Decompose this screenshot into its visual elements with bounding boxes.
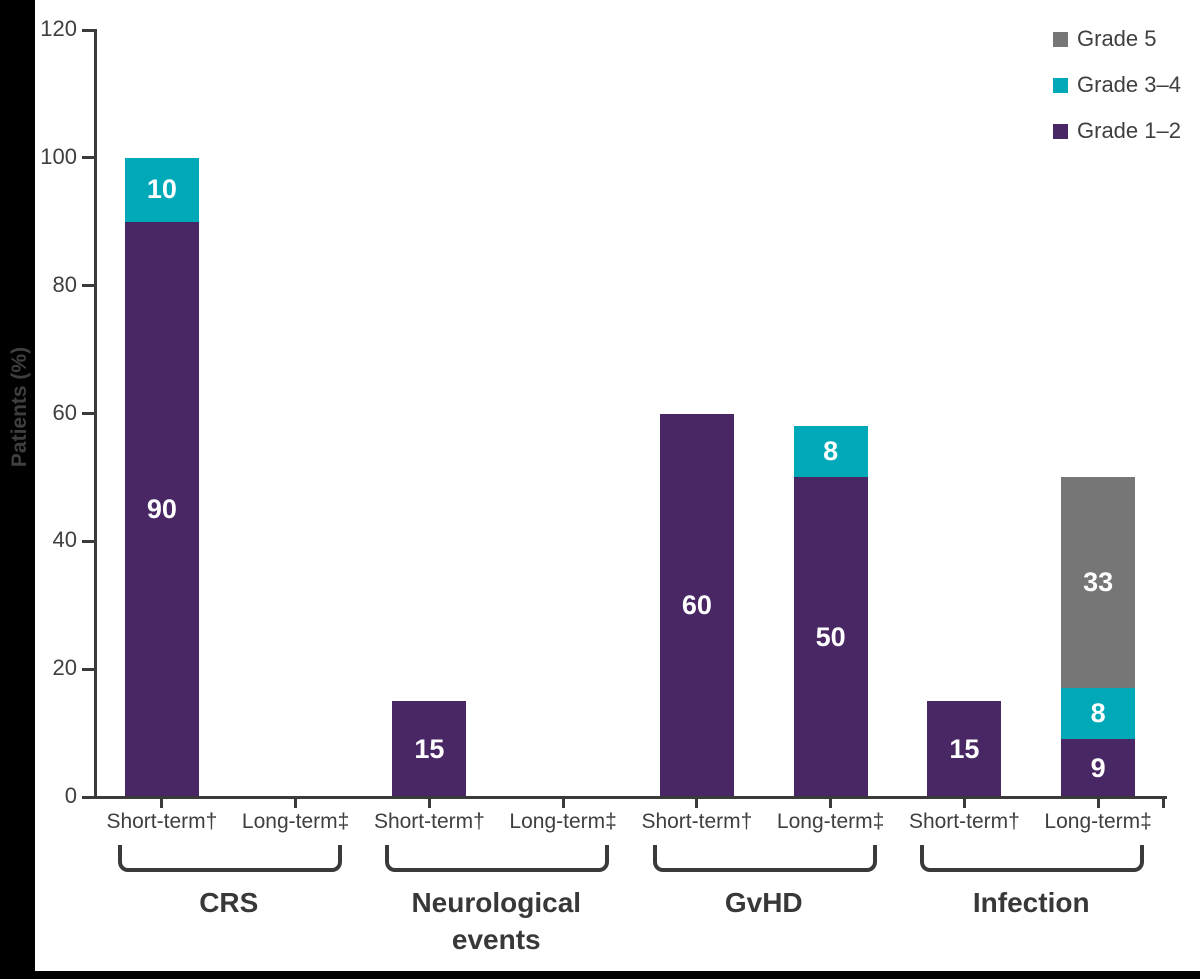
- legend-swatch-icon: [1053, 123, 1068, 139]
- x-axis-tick: [160, 797, 164, 808]
- x-tick-label: Long-term‡: [776, 810, 885, 833]
- y-axis-tick: [81, 284, 94, 288]
- legend-label: Grade 5: [1077, 26, 1157, 51]
- y-axis-tick: [81, 795, 94, 799]
- x-axis-tick: [1096, 797, 1100, 808]
- y-tick-label: 60: [52, 399, 77, 425]
- x-axis-tick: [962, 797, 966, 808]
- bar-segment-g12: 15: [927, 701, 1002, 797]
- y-tick-label: 40: [52, 527, 77, 553]
- bar-value-label: 15: [414, 733, 445, 764]
- bar-segment-g34: 8: [793, 426, 868, 478]
- x-tick-label: Long-term‡: [509, 810, 617, 833]
- legend-swatch-icon: [1053, 77, 1068, 93]
- bar-segment-g34: 8: [1061, 688, 1136, 740]
- y-tick-label: 100: [40, 143, 77, 169]
- x-tick-label: Long-term‡: [241, 810, 350, 833]
- x-axis-end-tick: [1162, 797, 1165, 808]
- group-label: GvHD: [724, 887, 803, 918]
- y-axis-title: Patients (%): [8, 346, 31, 468]
- bar-value-label: 9: [1090, 752, 1106, 783]
- legend-item: Grade 1–2: [1053, 118, 1181, 143]
- legend: Grade 5 Grade 3–4 Grade 1–2: [1053, 26, 1181, 165]
- group-bracket: [385, 845, 610, 872]
- x-axis-tick: [829, 797, 833, 808]
- x-axis-tick: [294, 797, 298, 808]
- x-tick-label: Short-term†: [641, 810, 753, 833]
- group-label: Infection: [972, 887, 1090, 918]
- y-axis-tick: [81, 156, 94, 160]
- x-axis-tick: [561, 797, 565, 808]
- chart-canvas: Grade 5 Grade 3–4 Grade 1–2 Short-term† 90 1…: [35, 0, 1200, 971]
- bar-value-label: 10: [146, 174, 177, 205]
- bar-segment-g34: 10: [124, 157, 199, 222]
- group-label: Neurological events: [411, 887, 582, 955]
- y-axis-tick: [81, 667, 94, 671]
- group-bracket: [920, 845, 1145, 872]
- y-tick-label: 80: [52, 271, 77, 297]
- x-axis-tick: [427, 797, 431, 808]
- bar-value-label: 60: [681, 589, 712, 620]
- bar-segment-g12: 60: [659, 413, 734, 797]
- group-bracket: [652, 845, 877, 872]
- y-tick-label: 20: [52, 655, 77, 681]
- bar-value-label: 90: [146, 493, 177, 524]
- legend-item: Grade 5: [1053, 26, 1181, 51]
- bar-segment-g5: 33: [1061, 477, 1136, 689]
- y-axis-tick: [81, 539, 94, 543]
- x-axis-line: [93, 795, 1167, 799]
- bar-segment-g12: 15: [392, 701, 467, 797]
- group-label: CRS: [199, 887, 259, 918]
- legend-item: Grade 3–4: [1053, 72, 1181, 97]
- bar-value-label: 8: [823, 436, 839, 467]
- y-axis-tick: [81, 412, 94, 415]
- x-tick-label: Short-term†: [373, 810, 485, 833]
- x-tick-label: Short-term†: [106, 810, 218, 833]
- bar-value-label: 8: [1090, 698, 1106, 729]
- x-tick-label: Long-term‡: [1044, 810, 1152, 833]
- y-axis-line: [93, 28, 97, 799]
- bar-value-label: 50: [815, 621, 846, 652]
- bar-segment-g12: 90: [124, 221, 199, 797]
- bar-value-label: 15: [949, 733, 980, 764]
- group-bracket: [117, 845, 342, 872]
- legend-label: Grade 3–4: [1077, 72, 1181, 97]
- bar-segment-g12: 9: [1061, 739, 1136, 797]
- y-tick-label: 120: [40, 16, 77, 41]
- legend-swatch-icon: [1053, 31, 1068, 47]
- x-axis-tick: [695, 797, 699, 808]
- bar-segment-g12: 50: [793, 477, 868, 797]
- y-tick-label: 0: [64, 783, 77, 808]
- x-tick-label: Short-term†: [908, 810, 1020, 833]
- legend-label: Grade 1–2: [1077, 118, 1181, 143]
- bar-value-label: 33: [1083, 567, 1114, 598]
- y-axis-tick: [81, 28, 94, 32]
